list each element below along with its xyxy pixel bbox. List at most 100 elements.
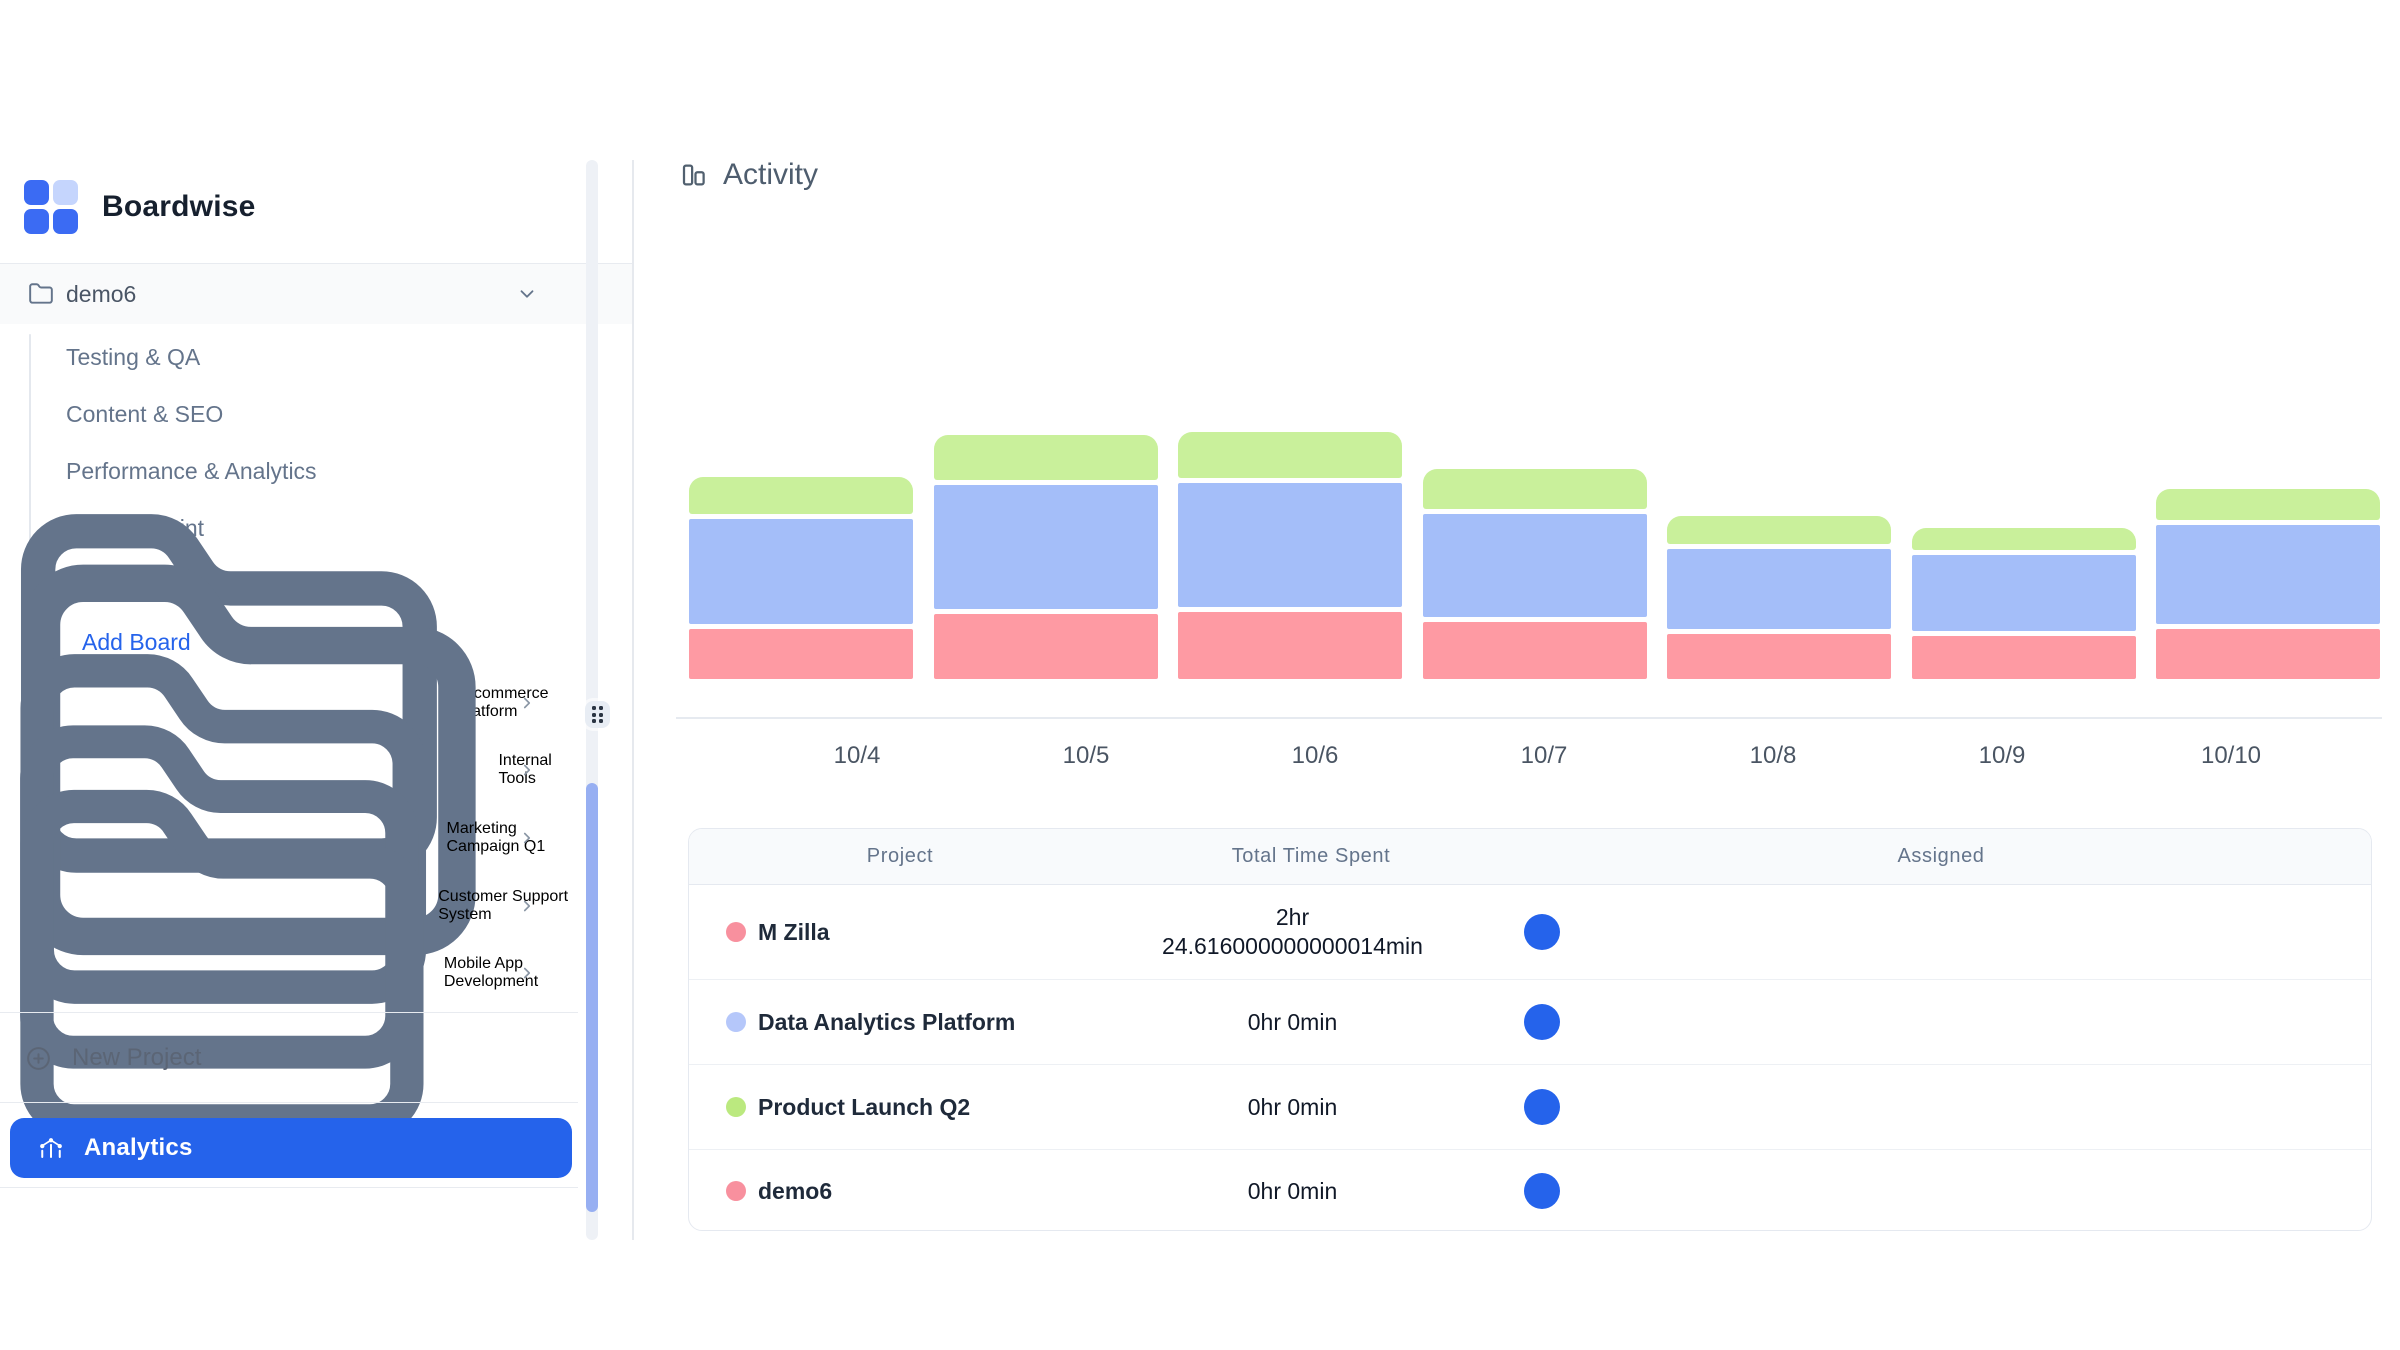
analytics-label: Analytics [84,1134,193,1161]
project-label: demo6 [66,280,137,307]
bar-segment-blue[interactable] [1423,514,1647,617]
bar-segment-blue[interactable] [1912,555,2136,631]
add-board-button[interactable]: Add Board [82,628,191,655]
x-axis-label: 10/7 [1520,742,1568,769]
chart-bar-10/4[interactable] [689,477,913,679]
project-label: Internal Tools [498,752,552,787]
sidebar-project-item[interactable]: Mobile App Development [0,789,580,1138]
bar-segment-pink[interactable] [1178,612,1402,679]
bar-segment-blue[interactable] [1178,483,1402,607]
project-label: Customer Support System [438,888,569,923]
sidebar-board-item[interactable]: Performance & Analytics [66,457,317,484]
assigned-cell [1474,914,2334,950]
assigned-cell [1474,1173,2334,1209]
divider [0,1187,578,1188]
project-label: Mobile App Development [443,955,539,990]
project-label: Marketing Campaign Q1 [446,820,546,855]
bar-segment-pink[interactable] [689,629,913,679]
column-header-assigned: Assigned [1897,845,1985,867]
time-spent-cell: 0hr 0min [1111,1008,1474,1037]
brand-name: Boardwise [102,190,256,223]
project-color-dot [726,1181,746,1201]
table-body: M Zilla 2hr 24.616000000000014min Data Anal… [689,885,2371,1230]
bar-chart-icon [682,164,705,186]
bar-segment-green[interactable] [1912,528,2136,550]
project-name: Data Analytics Platform [758,1008,1016,1035]
chevron-right-icon[interactable] [518,761,536,779]
assignee-avatar[interactable] [1524,1089,1560,1125]
chevron-right-icon[interactable] [518,694,536,712]
bar-segment-green[interactable] [1423,469,1647,509]
chevron-right-icon[interactable] [518,829,536,847]
project-name: demo6 [758,1177,833,1204]
bar-segment-green[interactable] [934,435,1158,480]
table-row: demo6 0hr 0min [689,1149,2371,1230]
project-cell: Product Launch Q2 [689,1094,1111,1121]
chart-bar-10/8[interactable] [1667,516,1891,679]
x-axis-label: 10/8 [1749,742,1797,769]
chart-bar-10/10[interactable] [2156,489,2380,679]
time-line: 0hr 0min [1247,1093,1338,1120]
activity-header: Activity [679,155,818,195]
table-row: Product Launch Q2 0hr 0min [689,1064,2371,1149]
table-header-row: Project Total Time Spent Assigned [689,829,2371,885]
analytics-button[interactable]: Analytics [10,1118,572,1178]
chart-axis-line [676,717,2382,719]
chart-bar-10/7[interactable] [1423,469,1647,679]
divider [0,1012,578,1013]
project-name: Product Launch Q2 [758,1093,971,1120]
assignee-avatar[interactable] [1524,914,1560,950]
project-cell: Data Analytics Platform [689,1009,1111,1036]
brand-home-link[interactable]: Boardwise [24,178,256,236]
bar-segment-blue[interactable] [689,519,913,624]
bar-segment-pink[interactable] [934,614,1158,679]
chart-bar-10/6[interactable] [1178,432,1402,679]
sidebar-board-item[interactable]: Content & SEO [66,400,224,427]
bar-segment-pink[interactable] [2156,629,2380,679]
assigned-cell [1474,1004,2334,1040]
bar-segment-blue[interactable] [2156,525,2380,624]
x-axis-label: 10/6 [1291,742,1339,769]
time-line: 24.616000000000014min [1162,933,1423,959]
divider [0,263,632,264]
bar-segment-blue[interactable] [934,485,1158,609]
assigned-cell [1474,1089,2334,1125]
sidebar-resize-grip[interactable] [585,701,610,728]
bar-segment-pink[interactable] [1912,636,2136,679]
chevron-right-icon[interactable] [518,964,536,982]
project-color-dot [726,1097,746,1117]
bar-segment-green[interactable] [689,477,913,514]
time-spent-cell: 2hr 24.616000000000014min [1111,903,1474,961]
assignee-avatar[interactable] [1524,1004,1560,1040]
new-project-button[interactable]: New Project [0,1032,580,1084]
bar-segment-pink[interactable] [1423,622,1647,679]
chevron-down-icon[interactable] [516,283,538,305]
chart-bar-10/9[interactable] [1912,528,2136,679]
plus-circle-icon [27,1046,50,1070]
board-indent-line [29,334,31,668]
bar-segment-green[interactable] [1667,516,1891,544]
sidebar-board-item[interactable]: Testing & QA [66,343,201,370]
column-header-project: Project [866,845,934,867]
page-title: Activity [723,158,819,191]
chevron-right-icon[interactable] [518,897,536,915]
project-color-dot [726,922,746,942]
x-axis-label: 10/10 [2200,742,2262,769]
chart-bar-10/5[interactable] [934,435,1158,679]
sidebar-scrollbar-thumb[interactable] [586,783,598,1212]
bar-segment-blue[interactable] [1667,549,1891,629]
assignee-avatar[interactable] [1524,1173,1560,1209]
new-project-label: New Project [72,1044,202,1071]
table-row: Data Analytics Platform 0hr 0min [689,979,2371,1064]
divider [0,1102,578,1103]
bar-segment-green[interactable] [2156,489,2380,520]
bar-segment-green[interactable] [1178,432,1402,478]
sidebar-project-demo6[interactable]: demo6 [0,264,632,324]
time-spent-cell: 0hr 0min [1111,1093,1474,1122]
time-spent-cell: 0hr 0min [1111,1177,1474,1206]
project-color-dot [726,1012,746,1032]
bar-segment-pink[interactable] [1667,634,1891,679]
folder-icon [20,789,424,1138]
project-cell: M Zilla [689,919,1111,946]
